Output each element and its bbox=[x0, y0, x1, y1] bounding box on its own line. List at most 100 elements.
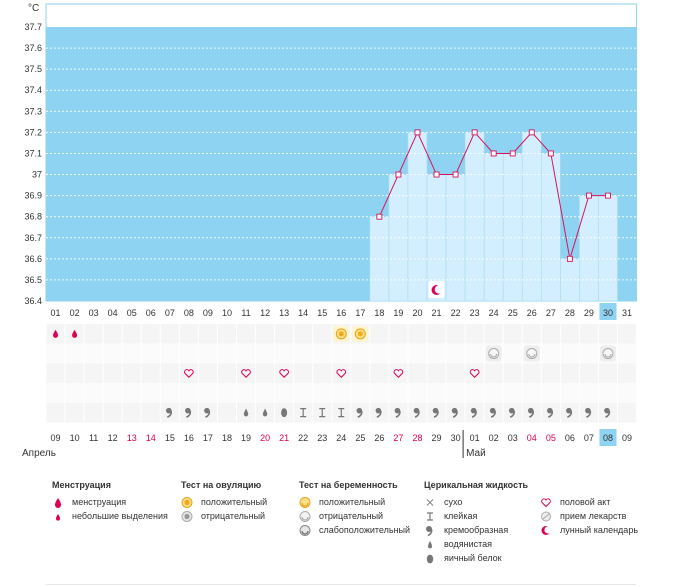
cycle-day-label: 26 bbox=[527, 308, 537, 318]
date-label: 04 bbox=[527, 433, 537, 443]
legend-item-pregnancy-negative: отрицательный bbox=[299, 509, 410, 523]
date-label: 09 bbox=[622, 433, 632, 443]
marker-row bbox=[46, 383, 637, 403]
menstruation-drop-icon bbox=[53, 329, 59, 338]
legend-item-ovulation-positive: положительный bbox=[181, 495, 267, 509]
pregnancy-negative-icon-mark bbox=[604, 353, 612, 358]
date-label: 12 bbox=[108, 433, 118, 443]
cycle-day-label: 09 bbox=[203, 308, 213, 318]
legend-other-spacer bbox=[540, 480, 638, 491]
date-label: 25 bbox=[355, 433, 365, 443]
heart-icon bbox=[279, 369, 289, 378]
creamy-icon-tail bbox=[547, 410, 554, 418]
moon-icon-cut bbox=[434, 285, 443, 294]
temperature-bar bbox=[579, 195, 599, 302]
date-label: 22 bbox=[298, 433, 308, 443]
cycle-day-label: 15 bbox=[317, 308, 327, 318]
pregnancy-weak-icon bbox=[299, 525, 311, 536]
creamy-icon-tail bbox=[186, 410, 192, 418]
cycle-day-label: 25 bbox=[508, 308, 518, 318]
current-date-highlight bbox=[599, 429, 617, 446]
cycle-day-label: 02 bbox=[70, 308, 80, 318]
cycle-day-label: 20 bbox=[412, 308, 422, 318]
creamy-icon bbox=[527, 407, 534, 414]
legend-menstruation: Менструация менструация небольшие выделе… bbox=[52, 480, 168, 523]
legend-cervical-title: Церикальная жидкость bbox=[424, 480, 529, 490]
legend-item-spotting: небольшие выделения bbox=[52, 509, 168, 523]
heart-icon bbox=[336, 369, 347, 378]
y-tick-label: 36.7 bbox=[24, 233, 42, 243]
date-label: 13 bbox=[127, 433, 137, 443]
temperature-point bbox=[490, 150, 497, 157]
temperature-point bbox=[433, 171, 440, 178]
legend-item-pregnancy-weak: слабоположительный bbox=[299, 523, 410, 537]
cycle-day-label: 31 bbox=[622, 308, 632, 318]
cycle-day-label: 28 bbox=[565, 308, 575, 318]
creamy-icon bbox=[604, 407, 610, 414]
heart-icon bbox=[541, 498, 551, 508]
date-label: 05 bbox=[546, 433, 556, 443]
temperature-bar bbox=[502, 153, 523, 302]
legend-item-sticky: клейкая bbox=[424, 509, 528, 523]
small-drop-icon bbox=[56, 514, 60, 521]
date-label: 24 bbox=[336, 433, 346, 443]
eggwhite-icon bbox=[281, 408, 288, 418]
legend-cervical: Церикальная жидкость сухо клейкая кремоо… bbox=[424, 480, 528, 565]
legend-item-watery: водянистая bbox=[424, 537, 528, 551]
creamy-icon-tail bbox=[586, 410, 592, 418]
date-label: 15 bbox=[165, 433, 175, 443]
date-label: 01 bbox=[470, 433, 480, 443]
creamy-icon bbox=[470, 407, 477, 414]
creamy-icon bbox=[508, 407, 515, 414]
watery-drop-icon bbox=[428, 541, 432, 549]
legend-item-eggwhite: яичный белок bbox=[424, 551, 528, 565]
date-label: 03 bbox=[508, 433, 518, 443]
pregnancy-negative-icon-mark bbox=[490, 353, 498, 358]
cycle-day-label: 30 bbox=[603, 308, 613, 318]
y-tick-label: 36.4 bbox=[24, 296, 42, 306]
legend-item-medication: прием лекарств bbox=[540, 509, 638, 523]
marker-row bbox=[46, 363, 637, 384]
creamy-icon bbox=[451, 407, 458, 414]
cycle-day-label: 07 bbox=[165, 308, 175, 318]
legend-item-intercourse: половой акт bbox=[540, 495, 638, 509]
date-label: 29 bbox=[432, 433, 442, 443]
legend: Менструация менструация небольшие выделе… bbox=[0, 480, 675, 580]
current-day-highlight bbox=[599, 303, 617, 320]
cycle-day-label: 01 bbox=[51, 308, 61, 318]
temperature-point bbox=[528, 129, 535, 136]
y-tick-label: 37.6 bbox=[24, 43, 42, 53]
date-label: 07 bbox=[584, 433, 594, 443]
date-label: 11 bbox=[89, 433, 98, 443]
legend-label: отрицательный bbox=[201, 511, 266, 521]
pregnancy-negative-icon bbox=[299, 511, 311, 522]
legend-label: небольшие выделения bbox=[72, 511, 168, 521]
cycle-day-label: 24 bbox=[489, 308, 499, 318]
sticky-icon bbox=[427, 512, 433, 521]
date-label: 10 bbox=[70, 433, 80, 443]
date-label: 28 bbox=[412, 433, 422, 443]
cycle-day-label: 18 bbox=[374, 308, 384, 318]
y-tick-label: 36.8 bbox=[24, 212, 42, 222]
eggwhite-icon bbox=[426, 554, 434, 564]
temperature-chart: 37.7 37.6 37.5 37.4 37.3 37.2 37.1 37 36.9 36.8 36… bbox=[22, 3, 638, 459]
temperature-bar bbox=[540, 153, 561, 302]
y-tick-label: 37 bbox=[32, 170, 42, 180]
heart-icon bbox=[393, 369, 404, 378]
temperature-bar bbox=[483, 153, 504, 302]
heart-icon bbox=[241, 369, 251, 378]
watery-drop-icon bbox=[262, 408, 268, 417]
legend-label: яичный белок bbox=[444, 553, 502, 563]
y-tick-label: 36.6 bbox=[24, 254, 42, 264]
temperature-bar bbox=[598, 195, 618, 302]
cycle-day-label: 14 bbox=[298, 308, 308, 318]
date-label: 08 bbox=[603, 433, 613, 443]
temperature-point bbox=[376, 213, 383, 220]
temperature-point bbox=[395, 171, 402, 178]
marker-row bbox=[46, 343, 637, 364]
creamy-icon-tail bbox=[433, 410, 439, 418]
ovulation-positive-icon-core bbox=[357, 331, 363, 337]
sticky-icon bbox=[338, 408, 345, 418]
menstruation-drop-icon bbox=[55, 498, 61, 508]
temperature-point bbox=[566, 255, 573, 262]
